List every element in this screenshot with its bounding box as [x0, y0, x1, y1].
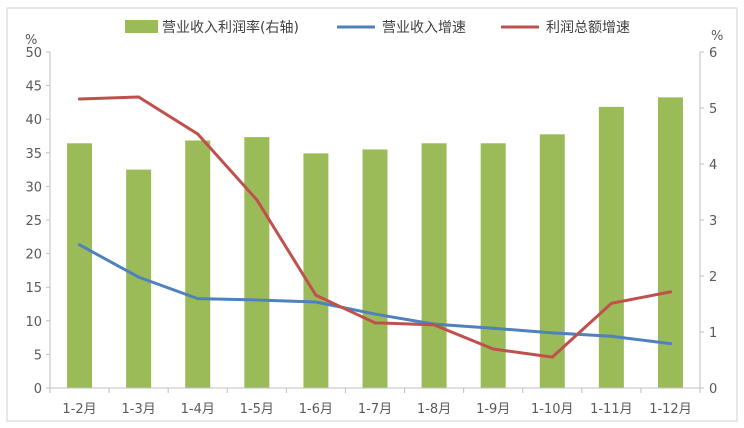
line-profit-growth-point — [255, 198, 259, 202]
bar-margin-1-10月 — [539, 134, 565, 388]
right-tick-label: 4 — [709, 158, 717, 173]
left-tick-label: 50 — [25, 46, 42, 61]
line-revenue-growth-point — [255, 298, 259, 302]
line-revenue-growth-point — [550, 331, 554, 335]
bar-margin-1-6月 — [303, 153, 329, 388]
left-tick-label: 20 — [25, 248, 42, 263]
line-profit-growth-point — [609, 301, 613, 305]
x-tick-label: 1-4月 — [181, 402, 215, 417]
left-axis-unit: % — [25, 33, 37, 48]
line-profit-growth-point — [550, 355, 554, 359]
x-tick-label: 1-2月 — [62, 402, 96, 417]
x-tick-label: 1-6月 — [299, 402, 333, 417]
line-revenue-growth-point — [609, 334, 613, 338]
line-revenue-growth-point — [373, 312, 377, 316]
legend-swatch-margin — [125, 20, 158, 33]
right-tick-label: 0 — [709, 382, 717, 397]
lines-layer — [78, 95, 672, 359]
line-revenue-growth-point — [78, 243, 82, 247]
x-tick-label: 1-12月 — [649, 402, 692, 417]
x-tick-label: 1-11月 — [590, 402, 633, 417]
right-tick-label: 5 — [709, 102, 717, 117]
line-revenue-growth-point — [196, 297, 200, 301]
line-profit-growth-point — [137, 95, 141, 99]
line-revenue-growth-point — [314, 300, 318, 304]
legend: 营业收入利润率(右轴) 营业收入增速 利润总额增速 — [125, 19, 630, 36]
x-tick-label: 1-7月 — [358, 402, 392, 417]
x-tick-label: 1-8月 — [417, 402, 451, 417]
x-tick-label: 1-3月 — [122, 402, 156, 417]
bar-margin-1-7月 — [362, 149, 388, 388]
line-profit-growth-point — [196, 132, 200, 136]
right-tick-label: 2 — [709, 270, 717, 285]
bar-margin-1-2月 — [67, 143, 93, 388]
left-tick-label: 10 — [25, 315, 42, 330]
line-profit-growth-point — [432, 323, 436, 327]
bar-margin-1-12月 — [657, 97, 683, 389]
line-revenue-growth-point — [668, 342, 672, 346]
x-tick-label: 1-10月 — [531, 402, 574, 417]
left-tick-label: 0 — [34, 382, 42, 397]
line-profit-growth-point — [78, 97, 82, 101]
right-tick-label: 6 — [709, 46, 717, 61]
line-profit-growth-point — [373, 321, 377, 325]
line-profit-growth-point — [314, 293, 318, 297]
left-tick-label: 5 — [34, 348, 42, 363]
chart-border — [6, 7, 738, 422]
legend-label-margin: 营业收入利润率(右轴) — [162, 19, 299, 36]
legend-label-profit-growth: 利润总额增速 — [546, 20, 630, 36]
right-tick-label: 1 — [709, 326, 717, 341]
x-tick-label: 1-5月 — [240, 402, 274, 417]
left-tick-label: 40 — [25, 113, 42, 128]
right-tick-label: 3 — [709, 214, 717, 229]
left-tick-label: 15 — [25, 281, 42, 296]
bar-margin-1-4月 — [185, 140, 211, 388]
bar-margin-1-5月 — [244, 137, 270, 388]
right-axis-unit: % — [711, 29, 723, 44]
ticks-layer: 1-2月 1-3月 1-4月 1-5月 1-6月 1-7月 1-8月 1-9月 1-10月 1-1… — [25, 46, 717, 417]
bars-layer — [67, 97, 683, 389]
bar-margin-1-8月 — [421, 143, 447, 388]
line-revenue-growth-point — [491, 326, 495, 330]
axes-layer — [46, 51, 704, 393]
line-profit-growth-point — [668, 290, 672, 294]
left-tick-label: 35 — [25, 147, 42, 162]
line-profit-growth-point — [491, 347, 495, 351]
left-tick-label: 30 — [25, 180, 42, 195]
line-revenue-growth-point — [137, 275, 141, 279]
left-tick-label: 25 — [25, 214, 42, 229]
bar-margin-1-11月 — [598, 106, 624, 388]
x-tick-label: 1-9月 — [476, 402, 510, 417]
legend-label-revenue-growth: 营业收入增速 — [382, 20, 466, 36]
left-tick-label: 45 — [25, 80, 42, 95]
